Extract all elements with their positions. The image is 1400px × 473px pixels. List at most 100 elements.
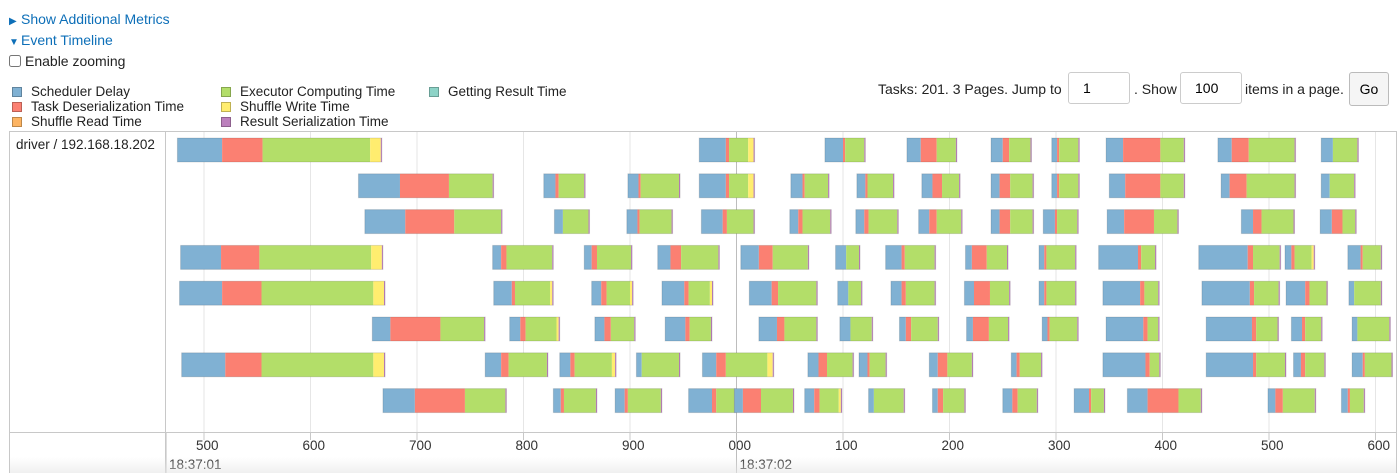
task-segment-scheduler-delay bbox=[921, 173, 933, 198]
task-segment-scheduler-delay bbox=[1011, 352, 1017, 377]
task-segment-executor-computing bbox=[947, 352, 972, 377]
task-segment-executor-computing bbox=[936, 138, 956, 162]
task-segment-task-deserialization bbox=[638, 173, 641, 198]
task-segment-shuffle-write bbox=[838, 388, 841, 413]
legend-item-executor-computing: Executor Computing Time bbox=[221, 84, 395, 99]
task-segment-executor-computing bbox=[1019, 352, 1042, 377]
task-segment-task-deserialization bbox=[1143, 317, 1148, 341]
task-segment-result-serialization bbox=[615, 352, 617, 377]
task-segment-shuffle-write bbox=[371, 245, 382, 270]
task-segment-scheduler-delay bbox=[1109, 173, 1126, 198]
task-segment-executor-computing bbox=[772, 245, 808, 270]
task-segment-scheduler-delay bbox=[1352, 352, 1363, 377]
task-bar bbox=[921, 173, 961, 199]
task-bar bbox=[928, 352, 974, 378]
task-segment-task-deserialization bbox=[1147, 388, 1179, 413]
task-segment-scheduler-delay bbox=[1051, 173, 1058, 198]
page-size-input[interactable] bbox=[1180, 72, 1242, 104]
task-bar bbox=[1126, 388, 1203, 414]
task-segment-result-serialization bbox=[893, 173, 895, 198]
task-bar bbox=[180, 244, 384, 270]
task-segment-task-deserialization bbox=[1138, 245, 1142, 270]
task-segment-executor-computing bbox=[725, 352, 768, 377]
task-segment-executor-computing bbox=[262, 138, 371, 162]
event-timeline-link[interactable]: ▼ Event Timeline bbox=[9, 32, 113, 48]
task-segment-result-serialization bbox=[632, 281, 634, 306]
task-segment-task-deserialization bbox=[1253, 209, 1262, 234]
task-segment-result-serialization bbox=[1279, 245, 1281, 270]
task-bar bbox=[635, 352, 681, 378]
task-segment-executor-computing bbox=[904, 245, 935, 270]
task-segment-result-serialization bbox=[959, 173, 961, 198]
task-segment-result-serialization bbox=[1277, 317, 1279, 341]
task-segment-executor-computing bbox=[464, 388, 506, 413]
task-bar bbox=[1041, 316, 1079, 342]
task-bar bbox=[963, 280, 1011, 306]
task-segment-shuffle-write bbox=[767, 352, 773, 377]
task-segment-result-serialization bbox=[1103, 388, 1105, 413]
task-segment-task-deserialization bbox=[999, 173, 1011, 198]
task-segment-scheduler-delay bbox=[1217, 138, 1232, 162]
task-segment-result-serialization bbox=[712, 281, 714, 306]
show-additional-metrics-link[interactable]: ▶ Show Additional Metrics bbox=[9, 11, 170, 27]
task-segment-result-serialization bbox=[710, 317, 713, 341]
task-segment-scheduler-delay bbox=[661, 281, 685, 306]
task-segment-shuffle-write bbox=[373, 281, 384, 306]
task-segment-task-deserialization bbox=[1302, 317, 1306, 341]
enable-zooming-checkbox[interactable] bbox=[9, 55, 21, 67]
task-bar bbox=[990, 137, 1033, 163]
task-segment-scheduler-delay bbox=[594, 317, 605, 341]
task-segment-scheduler-delay bbox=[790, 173, 803, 198]
task-segment-result-serialization bbox=[1294, 138, 1296, 162]
task-segment-scheduler-delay bbox=[485, 352, 502, 377]
task-segment-task-deserialization bbox=[221, 245, 260, 270]
task-segment-result-serialization bbox=[937, 317, 939, 341]
task-segment-task-deserialization bbox=[864, 209, 869, 234]
task-bar bbox=[1102, 352, 1161, 378]
legend-item-shuffle-write: Shuffle Write Time bbox=[221, 99, 350, 114]
task-segment-result-serialization bbox=[588, 209, 590, 234]
task-segment-executor-computing bbox=[562, 209, 589, 234]
executor-group-label: driver / 192.168.18.202 bbox=[16, 137, 155, 152]
task-bar bbox=[1205, 352, 1287, 378]
task-bar bbox=[789, 209, 832, 235]
task-segment-executor-computing bbox=[688, 281, 710, 306]
task-segment-result-serialization bbox=[1357, 138, 1359, 162]
task-segment-executor-computing bbox=[610, 317, 635, 341]
go-button[interactable]: Go bbox=[1349, 72, 1389, 106]
task-segment-result-serialization bbox=[961, 209, 963, 234]
task-bar bbox=[661, 280, 714, 306]
task-segment-result-serialization bbox=[1278, 281, 1280, 306]
task-segment-task-deserialization bbox=[722, 209, 727, 234]
task-bar bbox=[357, 173, 495, 199]
task-segment-executor-computing bbox=[506, 245, 553, 270]
task-segment-result-serialization bbox=[861, 281, 863, 306]
task-bar bbox=[1010, 352, 1043, 378]
task-segment-scheduler-delay bbox=[855, 209, 865, 234]
task-segment-executor-computing bbox=[1294, 245, 1312, 270]
task-segment-executor-computing bbox=[641, 352, 679, 377]
task-bar bbox=[1320, 137, 1359, 163]
page-jump-input[interactable] bbox=[1068, 72, 1130, 104]
task-bar bbox=[698, 137, 756, 163]
task-segment-scheduler-delay bbox=[1206, 352, 1254, 377]
enable-zooming-toggle[interactable]: Enable zooming bbox=[9, 53, 125, 69]
task-segment-executor-computing bbox=[454, 209, 502, 234]
task-bar bbox=[1073, 388, 1106, 414]
task-segment-executor-computing bbox=[827, 352, 853, 377]
axis-tick-label: 500 bbox=[196, 438, 219, 453]
task-segment-shuffle-write bbox=[748, 173, 754, 198]
task-segment-executor-computing bbox=[726, 209, 754, 234]
task-bar bbox=[1348, 280, 1383, 306]
task-segment-task-deserialization bbox=[932, 173, 943, 198]
task-bar bbox=[698, 173, 756, 199]
axis-tick-label: 400 bbox=[1155, 438, 1178, 453]
task-segment-scheduler-delay bbox=[181, 352, 226, 377]
task-segment-scheduler-delay bbox=[1074, 388, 1090, 413]
task-segment-result-serialization bbox=[1041, 352, 1043, 377]
task-segment-task-deserialization bbox=[560, 388, 564, 413]
legend-swatch bbox=[221, 87, 231, 97]
task-segment-result-serialization bbox=[816, 317, 818, 341]
task-bar bbox=[364, 209, 503, 235]
event-timeline[interactable]: driver / 192.168.18.202 500 600 700 800 900 0… bbox=[9, 131, 1397, 473]
